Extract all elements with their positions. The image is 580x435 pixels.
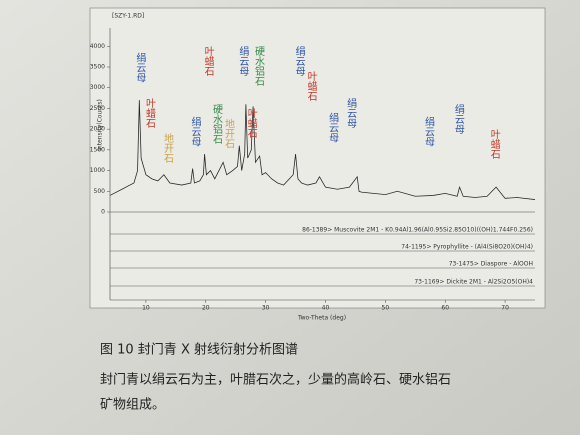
phase-annotation: 绢云母	[345, 97, 357, 129]
diffraction-line	[109, 100, 536, 200]
reference-label: 73-1475> Diaspore - AlOOH	[449, 261, 533, 268]
reference-label: 73-1169> Dickite 2M1 - Al2Si2O5(OH)4	[414, 279, 533, 286]
x-tick-label: 40	[322, 305, 330, 312]
phase-annotation: 叶蜡石	[488, 129, 500, 159]
phase-annotation: 叶蜡石	[305, 71, 317, 101]
phase-annotation: 叶蜡石	[202, 46, 214, 76]
y-tick-label: 3000	[90, 84, 105, 91]
x-tick-label: 10	[142, 305, 150, 312]
phase-annotation: 叶蜡石	[144, 98, 156, 128]
x-tick-label: 70	[501, 305, 509, 312]
chart-frame	[89, 7, 546, 309]
phase-annotation: 绢云母	[452, 103, 464, 135]
phase-annotation: 绢云母	[134, 51, 146, 83]
body-line: 矿物组成。	[100, 398, 165, 413]
y-tick-label: 1000	[90, 167, 105, 174]
y-tick-label: 0	[101, 209, 105, 216]
reference-label: 74-1195> Pyrophyllite - (Al4(Si8O20)(OH)…	[401, 244, 533, 251]
phase-annotation: 绢云母	[237, 45, 249, 77]
y-tick-label: 1500	[90, 146, 105, 153]
x-tick-label: 20	[202, 305, 210, 312]
x-tick-label: 50	[382, 305, 390, 312]
y-axis-label: Intensity(Counts)	[97, 99, 104, 151]
x-tick-label: 60	[441, 305, 449, 312]
y-tick-label: 2500	[90, 105, 105, 112]
body-line: 封门青以绢云石为主，叶腊石次之，少量的高岭石、硬水铝石	[100, 372, 451, 388]
phase-annotation: 硬水铝石	[211, 104, 223, 144]
phase-annotation: 绢云母	[422, 116, 434, 148]
file-label: [SZY-1.RD]	[112, 13, 144, 20]
phase-annotation: 地开石	[161, 132, 173, 163]
phase-annotation: 绢云母	[293, 45, 305, 77]
phase-annotation: 叶蜡石	[245, 108, 257, 138]
phase-annotation: 绢云母	[327, 111, 339, 143]
x-tick-label: 30	[262, 305, 270, 312]
phase-annotation: 硬水铝石	[252, 46, 264, 86]
phase-annotation: 绢云母	[189, 116, 201, 148]
phase-annotation: 地开石	[223, 118, 235, 149]
y-tick-label: 4000	[90, 43, 105, 50]
y-tick-label: 500	[94, 188, 106, 195]
caption: 图 10 封门青 X 射线衍射分析图谱	[100, 342, 298, 358]
reference-label: 86-1389> Muscovite 2M1 - K0.94Al1.96(Al0…	[302, 227, 533, 234]
y-tick-label: 2000	[90, 126, 105, 133]
x-axis-label: Two-Theta (deg)	[297, 315, 346, 322]
y-tick-label: 3500	[90, 64, 105, 71]
